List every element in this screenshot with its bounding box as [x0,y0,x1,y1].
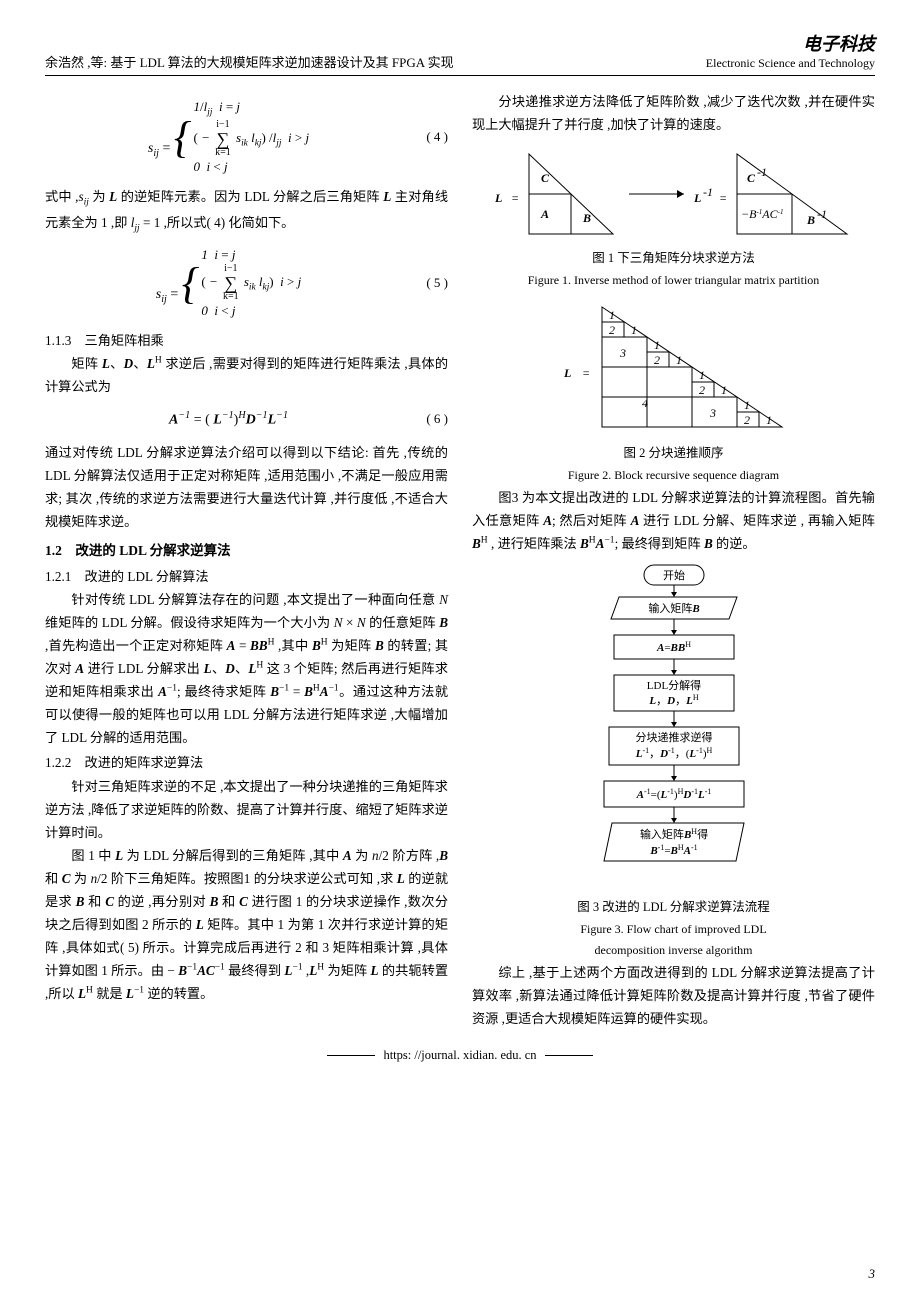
header-journal: 电子科技 Electronic Science and Technology [706,30,875,71]
svg-text:A=BBH: A=BBH [655,640,690,654]
para-1-2-2b: 图 1 中 L 为 LDL 分解后得到的三角矩阵 ,其中 A 为 n/2 阶方阵… [45,844,448,1006]
fig1-caption-cn: 图 1 下三角矩阵分块求逆方法 [472,248,875,270]
svg-text:1: 1 [766,413,772,427]
equation-6: A−1 = ( L−1)HD−1L−1 ( 6 ) [45,407,448,433]
para-1-2-2a: 针对三角矩阵求逆的不足 ,本文提出了一种分块递推的三角矩阵求逆方法 ,降低了求逆… [45,775,448,844]
main-columns: sij = { 1/ljj i = j ( − i−1∑k=1 sik lkj)… [45,90,875,1030]
svg-text:开始: 开始 [663,568,685,582]
svg-text:1: 1 [631,323,637,337]
svg-text:=: = [719,191,727,205]
para-last: 综上 ,基于上述两个方面改进得到的 LDL 分解求逆算法提高了计算效率 ,新算法… [472,961,875,1030]
svg-text:3: 3 [709,406,716,420]
fig3-caption-en2: decomposition inverse algorithm [472,940,875,961]
svg-text:C: C [541,171,550,185]
svg-text:L: L [693,191,701,205]
page-header: 余浩然 ,等: 基于 LDL 算法的大规模矩阵求逆加速器设计及其 FPGA 实现… [45,30,875,76]
figure-2: L = [554,299,794,439]
svg-text:2: 2 [744,413,750,427]
svg-text:2: 2 [699,383,705,397]
svg-text:C: C [747,171,756,185]
sec-1-1-3: 1.1.3 三角矩阵相乘 [45,329,448,352]
para-1-2-1: 针对传统 LDL 分解算法存在的问题 ,本文提出了一种面向任意 N 维矩阵的 L… [45,588,448,750]
svg-text:输入矩阵B: 输入矩阵B [648,601,699,615]
footer-url: https: //journal. xidian. edu. cn [383,1048,536,1063]
fig2-caption-cn: 图 2 分块递推顺序 [472,443,875,465]
svg-text:=: = [511,191,519,205]
svg-text:1: 1 [699,368,705,382]
svg-text:2: 2 [654,353,660,367]
svg-text:B: B [806,213,815,227]
svg-text:L-1，D-1，(L-1)H: L-1，D-1，(L-1)H [634,746,712,760]
sec-1-2: 1.2 改进的 LDL 分解求逆算法 [45,539,448,563]
fig2-caption-en: Figure 2. Block recursive sequence diagr… [472,465,875,486]
header-authors-title: 余浩然 ,等: 基于 LDL 算法的大规模矩阵求逆加速器设计及其 FPGA 实现 [45,52,454,71]
svg-text:A: A [540,207,549,221]
svg-text:L，D，LH: L，D，LH [648,693,698,707]
para-right-top: 分块递推求逆方法降低了矩阵阶数 ,减少了迭代次数 ,并在硬件实现上大幅提升了并行… [472,90,875,136]
para-1-1-3: 矩阵 L、D、LH 求逆后 ,需要对得到的矩阵进行矩阵乘法 ,具体的计算公式为 [45,352,448,398]
eq4-number: ( 4 ) [412,126,448,149]
fig3-caption-en1: Figure 3. Flow chart of improved LDL [472,919,875,940]
svg-text:4: 4 [642,396,648,410]
equation-5: sij = { 1 i = j ( − i−1∑k=1 sik lkj) i >… [45,246,448,322]
para-after-fig2: 图3 为本文提出改进的 LDL 分解求逆算法的计算流程图。首先输入任意矩阵 A;… [472,486,875,555]
fig1-caption-en: Figure 1. Inverse method of lower triang… [472,270,875,291]
sec-1-2-2: 1.2.2 改进的矩阵求逆算法 [45,751,448,774]
svg-text:=: = [582,366,590,380]
svg-text:2: 2 [609,323,615,337]
svg-text:输入矩阵BH得: 输入矩阵BH得 [639,827,707,841]
journal-name-cn: 电子科技 [706,30,875,56]
left-column: sij = { 1/ljj i = j ( − i−1∑k=1 sik lkj)… [45,90,448,1030]
svg-text:3: 3 [619,346,626,360]
svg-text:-1: -1 [817,207,827,221]
svg-text:1: 1 [609,308,615,322]
svg-text:分块递推求逆得: 分块递推求逆得 [635,730,712,744]
figure-3-flowchart: 开始 输入矩阵B A=BBH LDL分解得 L，D，LH [579,563,769,893]
svg-text:−B-1AC-1: −B-1AC-1 [741,207,783,221]
eq5-number: ( 5 ) [412,272,448,295]
svg-text:A-1=(L-1)HD-1L-1: A-1=(L-1)HD-1L-1 [635,787,711,801]
svg-text:1: 1 [721,383,727,397]
svg-text:1: 1 [676,353,682,367]
svg-text:L: L [563,366,571,380]
eq4-sum-bot: k=1 [215,148,231,158]
para-after-eq4: 式中 ,sij 为 L 的逆矩阵元素。因为 LDL 分解之后三角矩阵 L 主对角… [45,185,448,238]
svg-text:1: 1 [744,398,750,412]
svg-text:1: 1 [654,338,660,352]
journal-name-en: Electronic Science and Technology [706,56,875,71]
svg-text:-1: -1 [703,185,713,199]
svg-text:-1: -1 [757,165,767,179]
svg-text:B: B [582,211,591,225]
svg-text:L: L [494,191,502,205]
svg-text:B-1=BHA-1: B-1=BHA-1 [649,843,697,857]
equation-4: sij = { 1/ljj i = j ( − i−1∑k=1 sik lkj)… [45,98,448,177]
page-footer: https: //journal. xidian. edu. cn [45,1048,875,1063]
para-after-eq6: 通过对传统 LDL 分解求逆算法介绍可以得到以下结论: 首先 ,传统的 LDL … [45,441,448,533]
figure-1: L = C A B L -1 = C-1 −B-1AC-1 [489,144,859,244]
svg-text:LDL分解得: LDL分解得 [646,678,700,692]
eq6-number: ( 6 ) [412,408,448,431]
right-column: 分块递推求逆方法降低了矩阵阶数 ,减少了迭代次数 ,并在硬件实现上大幅提升了并行… [472,90,875,1030]
sec-1-2-1: 1.2.1 改进的 LDL 分解算法 [45,565,448,588]
eq5-sum-bot: k=1 [223,292,239,302]
page-number: 3 [869,1266,876,1282]
fig3-caption-cn: 图 3 改进的 LDL 分解求逆算法流程 [472,897,875,919]
